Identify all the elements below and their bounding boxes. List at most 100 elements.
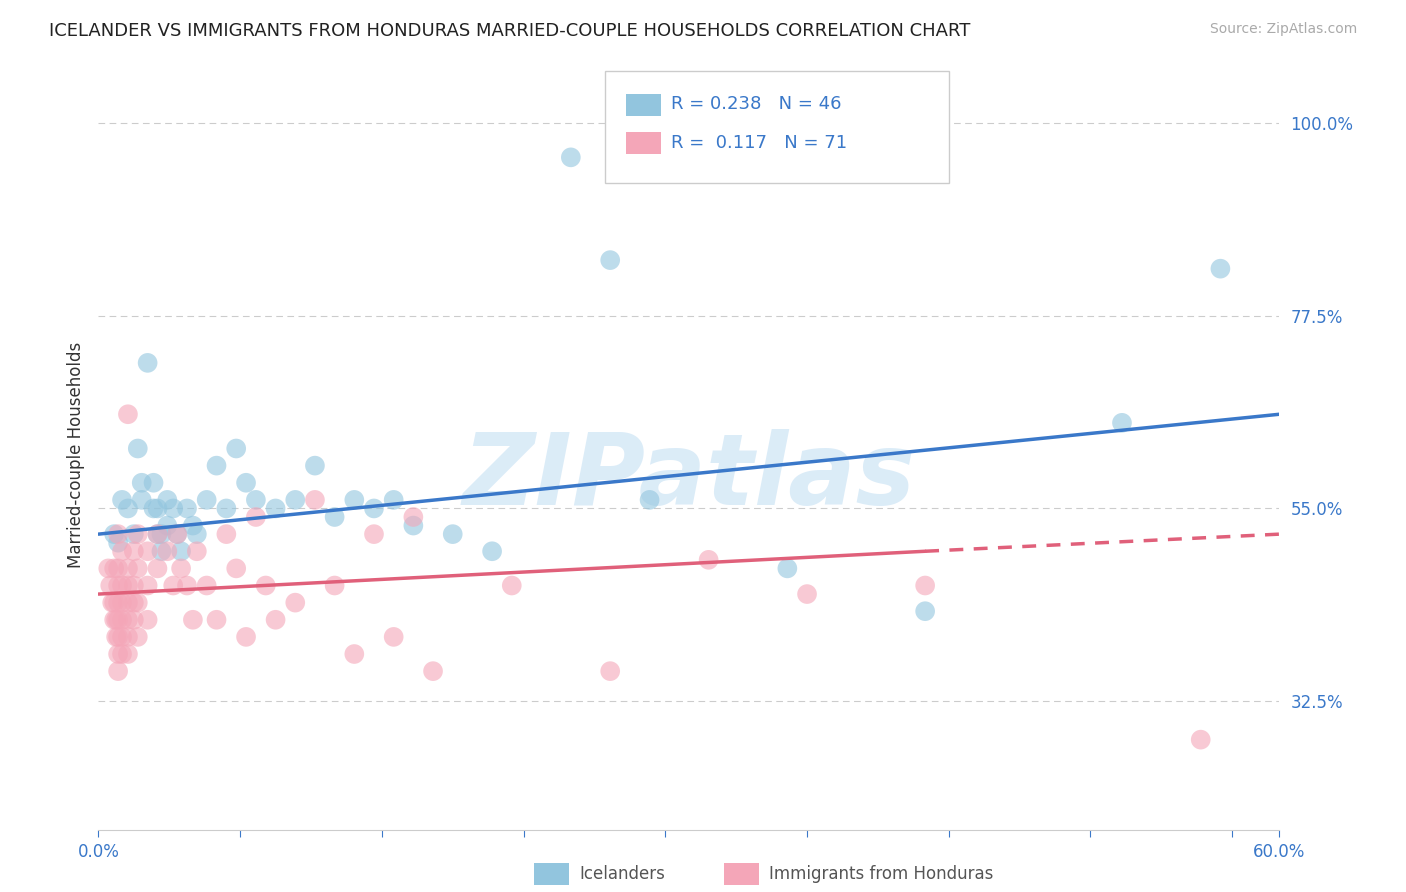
Point	[107, 561, 129, 575]
Point	[304, 458, 326, 473]
Point	[105, 630, 128, 644]
Point	[363, 501, 385, 516]
Point	[914, 604, 936, 618]
Point	[107, 527, 129, 541]
Point	[101, 596, 124, 610]
Point	[150, 527, 173, 541]
Point	[1111, 416, 1133, 430]
Point	[103, 613, 125, 627]
Point	[156, 544, 179, 558]
Point	[111, 596, 134, 610]
Point	[136, 578, 159, 592]
Point	[146, 501, 169, 516]
Point	[142, 501, 165, 516]
Point	[186, 544, 208, 558]
Point	[146, 561, 169, 575]
Point	[638, 492, 661, 507]
Text: Source: ZipAtlas.com: Source: ZipAtlas.com	[1209, 22, 1357, 37]
Point	[181, 518, 204, 533]
Point	[195, 578, 218, 592]
Point	[215, 501, 238, 516]
Point	[131, 492, 153, 507]
Point	[131, 475, 153, 490]
Point	[107, 535, 129, 549]
Point	[264, 613, 287, 627]
Point	[284, 492, 307, 507]
Point	[103, 596, 125, 610]
Point	[599, 253, 621, 268]
Text: ICELANDER VS IMMIGRANTS FROM HONDURAS MARRIED-COUPLE HOUSEHOLDS CORRELATION CHAR: ICELANDER VS IMMIGRANTS FROM HONDURAS MA…	[49, 22, 970, 40]
Point	[117, 613, 139, 627]
Point	[117, 501, 139, 516]
Point	[343, 647, 366, 661]
Point	[103, 561, 125, 575]
Point	[225, 442, 247, 456]
Point	[111, 613, 134, 627]
Point	[166, 527, 188, 541]
Text: Immigrants from Honduras: Immigrants from Honduras	[769, 865, 994, 883]
Point	[304, 492, 326, 507]
Point	[215, 527, 238, 541]
Point	[117, 596, 139, 610]
Point	[107, 596, 129, 610]
Point	[697, 553, 720, 567]
Point	[111, 492, 134, 507]
Y-axis label: Married-couple Households: Married-couple Households	[66, 342, 84, 568]
Point	[170, 561, 193, 575]
Point	[105, 613, 128, 627]
Point	[382, 630, 405, 644]
Point	[127, 630, 149, 644]
Point	[254, 578, 277, 592]
Point	[501, 578, 523, 592]
Point	[136, 356, 159, 370]
Point	[156, 518, 179, 533]
Point	[170, 544, 193, 558]
Point	[127, 527, 149, 541]
Point	[117, 647, 139, 661]
Point	[107, 630, 129, 644]
Point	[181, 613, 204, 627]
Point	[117, 561, 139, 575]
Point	[225, 561, 247, 575]
Point	[107, 613, 129, 627]
Point	[122, 613, 145, 627]
Point	[176, 578, 198, 592]
Point	[176, 501, 198, 516]
Point	[284, 596, 307, 610]
Point	[245, 492, 267, 507]
Point	[107, 578, 129, 592]
Point	[205, 458, 228, 473]
Point	[166, 527, 188, 541]
Text: Icelanders: Icelanders	[579, 865, 665, 883]
Point	[235, 475, 257, 490]
Point	[150, 544, 173, 558]
Point	[142, 475, 165, 490]
Point	[122, 578, 145, 592]
Point	[156, 492, 179, 507]
Point	[98, 578, 121, 592]
Point	[146, 527, 169, 541]
Point	[117, 407, 139, 421]
Point	[111, 647, 134, 661]
Text: R =  0.117   N = 71: R = 0.117 N = 71	[671, 134, 846, 152]
Point	[107, 664, 129, 678]
Point	[136, 613, 159, 627]
Point	[103, 527, 125, 541]
Point	[205, 613, 228, 627]
Point	[402, 518, 425, 533]
Text: ZIPatlas: ZIPatlas	[463, 429, 915, 526]
Point	[1209, 261, 1232, 276]
Text: R = 0.238   N = 46: R = 0.238 N = 46	[671, 95, 841, 113]
Point	[127, 442, 149, 456]
Point	[441, 527, 464, 541]
Point	[111, 544, 134, 558]
Point	[162, 578, 184, 592]
Point	[323, 510, 346, 524]
Point	[914, 578, 936, 592]
Point	[422, 664, 444, 678]
Point	[599, 664, 621, 678]
Point	[195, 492, 218, 507]
Point	[122, 527, 145, 541]
Point	[245, 510, 267, 524]
Point	[122, 544, 145, 558]
